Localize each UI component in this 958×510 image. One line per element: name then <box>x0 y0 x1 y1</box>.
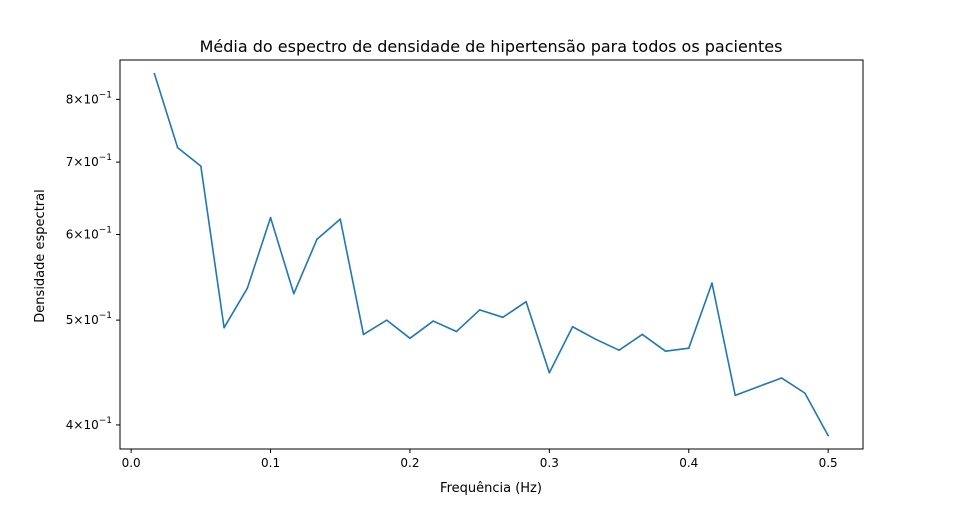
data-point <box>269 216 272 219</box>
data-point <box>223 326 225 329</box>
y-axis-label: Densidade espectral <box>33 189 48 322</box>
x-tick-label: 0.5 <box>819 456 838 470</box>
x-tick-label: 0.3 <box>540 456 559 470</box>
data-point <box>641 333 644 336</box>
y-tick-label: 8×10−1 <box>66 90 112 106</box>
y-tick-label: 5×10−1 <box>66 311 112 327</box>
data-point <box>571 325 574 328</box>
data-point <box>409 337 411 340</box>
data-point <box>757 385 760 388</box>
data-point <box>200 165 202 167</box>
y-tick-label-base: 8×10 <box>66 92 99 106</box>
y-tick-label: 7×10−1 <box>66 153 112 169</box>
data-point <box>595 338 597 341</box>
x-tick-label: 0.4 <box>679 456 698 470</box>
plot-area <box>153 72 829 437</box>
data-point <box>292 292 295 295</box>
data-point <box>548 371 551 374</box>
data-point <box>246 287 249 290</box>
y-tick-label-base: 6×10 <box>66 227 99 241</box>
y-tick-label: 6×10−1 <box>66 225 112 241</box>
data-point <box>362 333 365 336</box>
data-point <box>804 392 806 394</box>
y-tick-label-base: 4×10 <box>66 418 99 432</box>
chart-title: Média do espectro de densidade de hipert… <box>200 37 783 56</box>
data-point <box>339 218 342 220</box>
x-axis: 0.0 0.1 0.2 0.3 0.4 0.5 <box>122 449 838 470</box>
data-point <box>780 377 783 379</box>
data-point <box>153 72 156 75</box>
data-point <box>432 320 434 322</box>
series-line <box>153 72 829 437</box>
data-point <box>687 347 690 349</box>
x-tick-label: 0.0 <box>122 456 141 470</box>
data-point <box>176 146 179 149</box>
data-point <box>478 309 481 311</box>
y-tick-label-exponent: −1 <box>99 416 112 426</box>
data-point <box>502 316 504 319</box>
data-point <box>525 300 527 303</box>
y-tick-label-base: 5×10 <box>66 313 99 327</box>
y-tick-label-exponent: −1 <box>99 153 112 163</box>
data-point <box>664 350 667 352</box>
y-tick-label: 4×10−1 <box>66 416 112 432</box>
data-point <box>827 434 829 437</box>
y-tick-label-exponent: −1 <box>99 225 112 235</box>
data-point <box>455 330 458 333</box>
x-axis-label: Frequência (Hz) <box>440 481 542 496</box>
y-axis: 4×10−15×10−16×10−17×10−18×10−1 <box>66 90 120 432</box>
y-tick-label-base: 7×10 <box>66 155 99 169</box>
plot-frame <box>119 59 864 450</box>
data-point <box>618 349 620 351</box>
data-point <box>385 319 388 321</box>
data-point <box>316 238 318 241</box>
x-tick-label: 0.1 <box>261 456 280 470</box>
data-point <box>711 282 713 284</box>
data-point <box>734 394 737 397</box>
y-tick-label-exponent: −1 <box>99 90 112 100</box>
y-tick-label-exponent: −1 <box>99 311 112 321</box>
x-tick-label: 0.2 <box>400 456 419 470</box>
